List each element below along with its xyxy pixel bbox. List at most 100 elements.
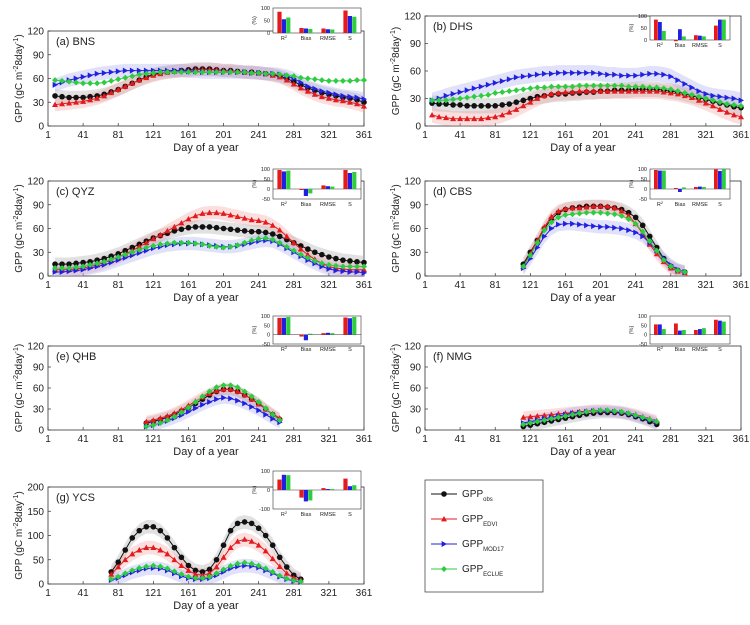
data-point-edvi <box>702 100 709 106</box>
data-point-obs <box>255 525 262 532</box>
data-point-eclue <box>87 261 94 268</box>
inset-category-label: Bias <box>301 202 312 208</box>
data-point-obs <box>66 261 72 267</box>
y-tick-label: 0 <box>415 272 421 283</box>
data-point-edvi <box>241 536 248 542</box>
y-tick-label: 0 <box>38 426 44 437</box>
inset-category-label: S <box>718 43 722 49</box>
chart-panel-1: 1 41 81 121 161 201 241 281 321 361 0 30 60 90 120 Day … <box>13 6 373 154</box>
data-point-obs <box>625 209 632 216</box>
chart-panel-6: 1 41 81 121 161 201 241 281 321 361 0 30 60 90 120 Day … <box>390 314 750 458</box>
data-point-obs <box>234 227 241 233</box>
data-point-eclue <box>660 257 667 264</box>
data-point-mod17 <box>591 69 597 76</box>
data-point-mod17 <box>200 401 206 408</box>
inset-bar-edvi <box>321 185 326 189</box>
data-point-edvi <box>569 204 576 211</box>
data-point-edvi <box>520 102 527 109</box>
data-point-edvi <box>150 544 157 551</box>
data-point-eclue <box>73 79 80 86</box>
data-point-eclue <box>353 77 360 84</box>
data-point-edvi <box>478 115 485 122</box>
data-point-mod17 <box>340 92 346 99</box>
data-point-mod17 <box>506 76 513 83</box>
data-point-edvi <box>276 227 283 233</box>
inset-category-label: S <box>348 512 352 518</box>
x-axis-label: Day of a year <box>550 292 616 304</box>
data-point-edvi <box>150 417 157 423</box>
data-point-eclue <box>199 393 206 400</box>
inset-bar-eclue <box>722 169 726 189</box>
data-point-eclue <box>234 242 241 249</box>
data-point-obs <box>213 556 220 563</box>
data-point-edvi <box>513 106 520 112</box>
inset-y-tick-label: -50 <box>262 342 270 348</box>
data-point-eclue <box>129 249 136 256</box>
data-point-eclue <box>283 243 290 250</box>
data-point-eclue <box>611 82 618 89</box>
data-point-eclue <box>59 265 66 272</box>
x-tick-label: 361 <box>733 130 750 141</box>
data-point-obs <box>241 228 248 234</box>
data-point-edvi <box>604 88 611 94</box>
data-point-eclue <box>632 412 639 419</box>
x-tick-label: 41 <box>455 280 467 291</box>
data-point-mod17 <box>221 394 227 401</box>
data-point-eclue <box>361 77 367 84</box>
data-point-eclue <box>520 86 527 93</box>
data-point-eclue <box>730 101 737 108</box>
data-point-edvi <box>709 102 716 109</box>
data-point-eclue <box>164 565 171 572</box>
data-point-eclue <box>443 97 450 104</box>
legend-marker <box>441 491 447 497</box>
x-tick-label: 201 <box>215 130 232 141</box>
data-point-obs <box>87 258 93 265</box>
data-point-edvi <box>625 212 632 219</box>
data-point-eclue <box>59 77 66 84</box>
inset-bar-edvi <box>654 170 658 189</box>
data-point-edvi <box>178 406 185 413</box>
data-point-obs <box>262 532 269 539</box>
inset-bar-eclue <box>352 485 357 490</box>
inset-category-label: R2 <box>657 200 664 208</box>
data-point-mod17 <box>443 92 450 99</box>
inset-y-tick-label: 0 <box>644 333 647 339</box>
data-point-eclue <box>674 88 681 95</box>
data-point-edvi <box>346 99 353 105</box>
inset-y-tick-label: 100 <box>261 167 270 173</box>
data-point-obs <box>255 228 262 235</box>
data-point-eclue <box>115 76 122 83</box>
data-point-obs <box>333 255 339 262</box>
inset-bar-edvi <box>674 40 678 42</box>
data-point-mod17 <box>668 73 674 80</box>
x-tick-label: 361 <box>356 280 373 291</box>
inset-category-label: RMSE <box>692 347 708 353</box>
data-point-eclue <box>213 243 220 250</box>
inset-category-label: Bias <box>301 512 312 518</box>
data-point-obs <box>312 249 318 256</box>
data-point-mod17 <box>541 233 548 240</box>
x-tick-label: 1 <box>45 130 51 141</box>
x-tick-label: 161 <box>180 130 197 141</box>
inset-bar-eclue <box>662 329 666 335</box>
inset-bar-mod17 <box>303 28 308 33</box>
data-point-mod17 <box>464 87 471 94</box>
data-point-eclue <box>136 71 143 78</box>
inset-y-tick-label: 100 <box>261 314 270 320</box>
data-point-eclue <box>262 565 269 572</box>
data-point-eclue <box>653 84 660 91</box>
inset-bar-edvi <box>654 324 658 335</box>
data-point-edvi <box>499 112 506 118</box>
x-tick-label: 241 <box>250 434 267 445</box>
inset-bar-edvi <box>343 317 348 335</box>
inset-y-label: (%) <box>252 486 258 495</box>
series-line-eclue <box>111 562 301 583</box>
data-point-obs <box>59 261 65 267</box>
data-point-mod17 <box>633 72 639 79</box>
chart-panel-7: 1 41 81 121 161 201 241 281 321 361 0 50 100 150 200 Da… <box>13 469 373 612</box>
data-point-eclue <box>562 212 569 219</box>
data-point-obs <box>492 103 499 109</box>
data-point-obs <box>478 103 484 109</box>
x-tick-label: 201 <box>215 588 232 599</box>
x-tick-label: 1 <box>45 588 51 599</box>
